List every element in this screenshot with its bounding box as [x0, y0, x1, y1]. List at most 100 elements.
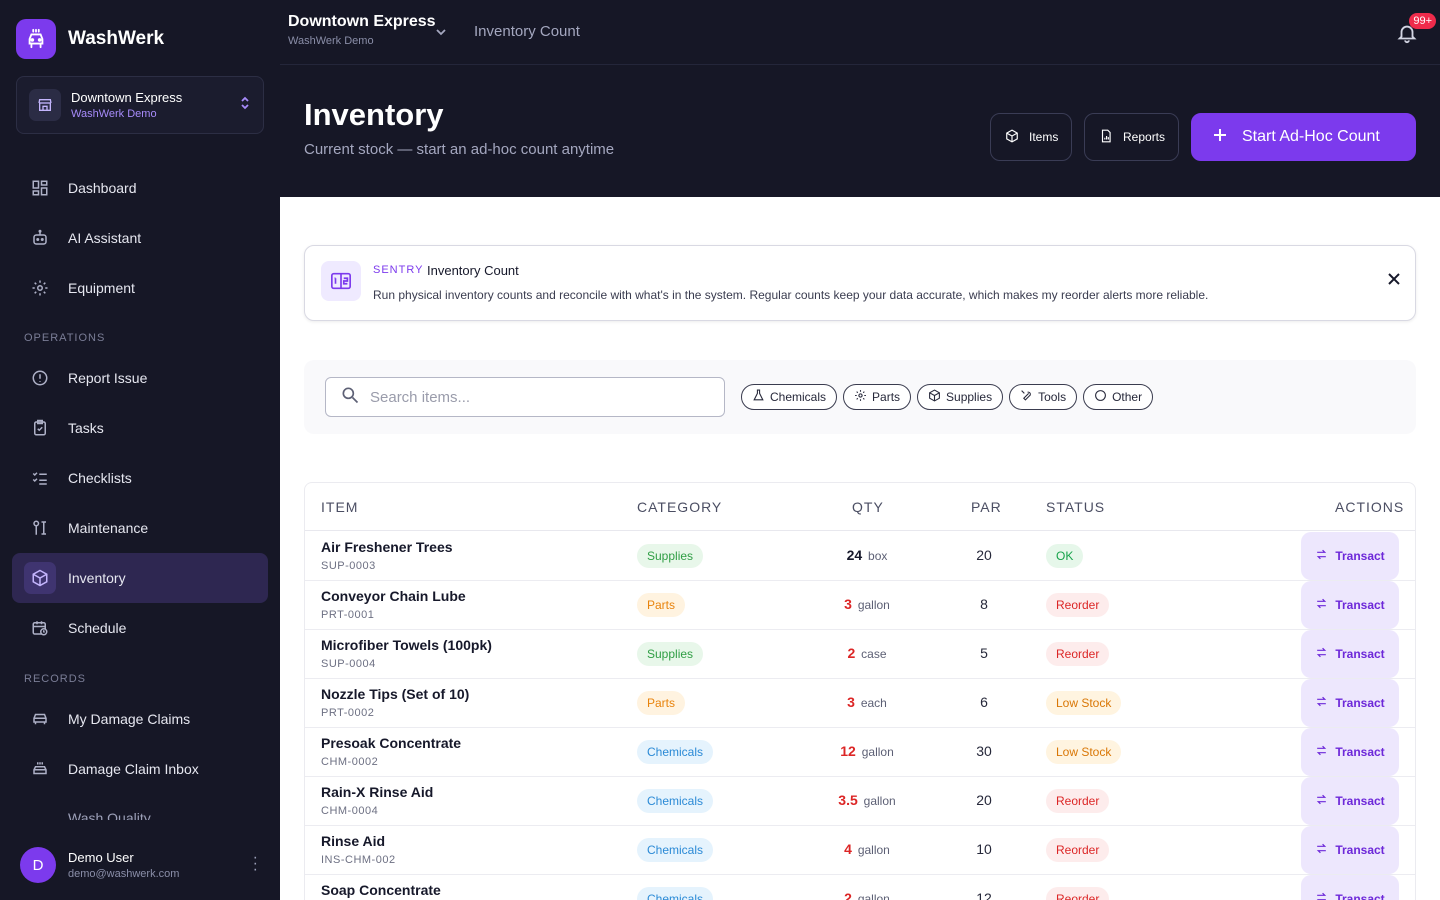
table-row[interactable]: Air Freshener Trees SUP-0003 Supplies 24 bo…	[305, 532, 1415, 581]
transact-button[interactable]: Transact	[1301, 581, 1399, 629]
table-row[interactable]: Rinse Aid INS-CHM-002 Chemicals 4 gallon 10 R…	[305, 826, 1415, 875]
banner-tag: SENTRY	[373, 264, 424, 276]
item-name[interactable]: Rain-X Rinse Aid	[321, 784, 434, 800]
transact-label: Transact	[1335, 549, 1385, 563]
top-location-switcher[interactable]: Downtown Express WashWerk Demo	[288, 13, 436, 47]
transact-label: Transact	[1335, 647, 1385, 661]
sidebar-item-maintenance[interactable]: Maintenance	[12, 503, 268, 553]
bell-icon[interactable]	[1396, 22, 1418, 49]
avatar: D	[20, 847, 56, 883]
breadcrumb[interactable]: Inventory Count	[474, 23, 580, 40]
close-icon[interactable]	[1387, 272, 1401, 291]
item-qty: 2 case	[805, 645, 929, 661]
filter-chemicals[interactable]: Chemicals	[741, 384, 838, 410]
filter-label: Other	[1112, 390, 1143, 404]
qty-value: 12	[840, 743, 856, 759]
table-row[interactable]: Rain-X Rinse Aid CHM-0004 Chemicals 3.5 gal…	[305, 777, 1415, 826]
sidebar-item-my-damage-claims[interactable]: My Damage Claims	[12, 694, 268, 744]
transact-button[interactable]: Transact	[1301, 875, 1399, 900]
filter-other[interactable]: Other	[1083, 384, 1154, 410]
item-par: 6	[980, 694, 988, 710]
status-badge: OK	[1046, 544, 1084, 568]
user-profile[interactable]: D Demo User demo@washwerk.com · · ·	[0, 830, 280, 900]
header-item[interactable]: ITEM	[321, 499, 359, 515]
items-button[interactable]: Items	[990, 113, 1072, 161]
transact-button[interactable]: Transact	[1301, 630, 1399, 678]
sidebar-item-partial[interactable]: Wash Quality	[68, 810, 151, 820]
qty-unit: gallon	[857, 843, 890, 857]
item-name[interactable]: Rinse Aid	[321, 833, 386, 849]
plus-icon	[1212, 127, 1228, 148]
user-email: demo@washwerk.com	[68, 868, 180, 880]
sentry-banner: SENTRY Inventory Count Run physical inve…	[304, 245, 1416, 321]
transact-label: Transact	[1335, 598, 1385, 612]
search-box[interactable]	[325, 377, 725, 417]
transact-button[interactable]: Transact	[1301, 728, 1399, 776]
start-ad-hoc-count-button[interactable]: Start Ad-Hoc Count	[1191, 113, 1416, 161]
qty-unit: box	[868, 549, 888, 563]
car-wash-logo-icon	[16, 19, 56, 59]
transact-button[interactable]: Transact	[1301, 679, 1399, 727]
item-par: 8	[980, 596, 988, 612]
location-switcher[interactable]: Downtown Express WashWerk Demo	[16, 76, 264, 134]
sidebar-item-report-issue[interactable]: Report Issue	[12, 353, 268, 403]
header-par[interactable]: PAR	[971, 499, 1002, 515]
sidebar-item-tasks[interactable]: Tasks	[12, 403, 268, 453]
filter-parts[interactable]: Parts	[843, 384, 912, 410]
arrows-exchange-icon	[1315, 646, 1328, 662]
header-status[interactable]: STATUS	[1046, 499, 1106, 515]
wrench-icon	[30, 518, 50, 538]
category-badge: Parts	[637, 691, 686, 715]
header-qty[interactable]: QTY	[852, 499, 884, 515]
item-name[interactable]: Presoak Concentrate	[321, 735, 462, 751]
item-par: 5	[980, 645, 988, 661]
reports-button[interactable]: Reports	[1084, 113, 1179, 161]
item-qty: 2 gallon	[805, 890, 929, 900]
store-icon	[29, 89, 61, 121]
sidebar-item-inventory[interactable]: Inventory	[12, 553, 268, 603]
sidebar-item-equipment[interactable]: Equipment	[12, 263, 268, 313]
banner-text: Run physical inventory counts and reconc…	[373, 288, 1209, 302]
checklist-icon	[30, 468, 50, 488]
category-badge: Supplies	[637, 642, 704, 666]
qty-value: 2	[844, 890, 852, 900]
sidebar-item-label: Damage Claim Inbox	[68, 761, 199, 777]
counter-icon	[321, 261, 361, 301]
item-name[interactable]: Air Freshener Trees	[321, 539, 453, 555]
brand[interactable]: WashWerk	[16, 19, 164, 59]
sidebar-item-label: Inventory	[68, 570, 126, 586]
item-name[interactable]: Microfiber Towels (100pk)	[321, 637, 492, 653]
page-subtitle: Current stock — start an ad-hoc count an…	[304, 141, 615, 158]
sidebar-item-ai-assistant[interactable]: AI Assistant	[12, 213, 268, 263]
sidebar-item-checklists[interactable]: Checklists	[12, 453, 268, 503]
filter-tools[interactable]: Tools	[1009, 384, 1078, 410]
table-row[interactable]: Nozzle Tips (Set of 10) PRT-0002 Parts 3 ea…	[305, 679, 1415, 728]
sidebar-item-label: Checklists	[68, 470, 132, 486]
sidebar-item-damage-claim-inbox[interactable]: Damage Claim Inbox	[12, 744, 268, 794]
header-category[interactable]: CATEGORY	[637, 499, 723, 515]
more-vertical-icon[interactable]: · · ·	[252, 849, 258, 878]
header-actions: ACTIONS	[1335, 499, 1405, 515]
filter-label: Parts	[872, 390, 901, 404]
table-row[interactable]: Microfiber Towels (100pk) SUP-0004 Supplie…	[305, 630, 1415, 679]
filter-supplies[interactable]: Supplies	[917, 384, 1004, 410]
qty-unit: case	[861, 647, 887, 661]
chevron-down-icon[interactable]	[434, 25, 448, 44]
item-par: 10	[976, 841, 992, 857]
item-name[interactable]: Nozzle Tips (Set of 10)	[321, 686, 470, 702]
item-qty: 3 each	[805, 694, 929, 710]
item-name[interactable]: Conveyor Chain Lube	[321, 588, 466, 604]
transact-button[interactable]: Transact	[1301, 826, 1399, 874]
transact-button[interactable]: Transact	[1301, 532, 1399, 580]
category-badge: Chemicals	[637, 887, 714, 900]
search-input[interactable]	[370, 388, 710, 406]
table-row[interactable]: Conveyor Chain Lube PRT-0001 Parts 3 gallon…	[305, 581, 1415, 630]
sidebar-item-schedule[interactable]: Schedule	[12, 603, 268, 653]
table-row[interactable]: Presoak Concentrate CHM-0002 Chemicals 12 g…	[305, 728, 1415, 777]
items-button-label: Items	[1029, 130, 1059, 144]
sidebar-item-dashboard[interactable]: Dashboard	[12, 163, 268, 213]
transact-button[interactable]: Transact	[1301, 777, 1399, 825]
arrows-exchange-icon	[1315, 793, 1328, 809]
item-name[interactable]: Soap Concentrate	[321, 882, 441, 898]
